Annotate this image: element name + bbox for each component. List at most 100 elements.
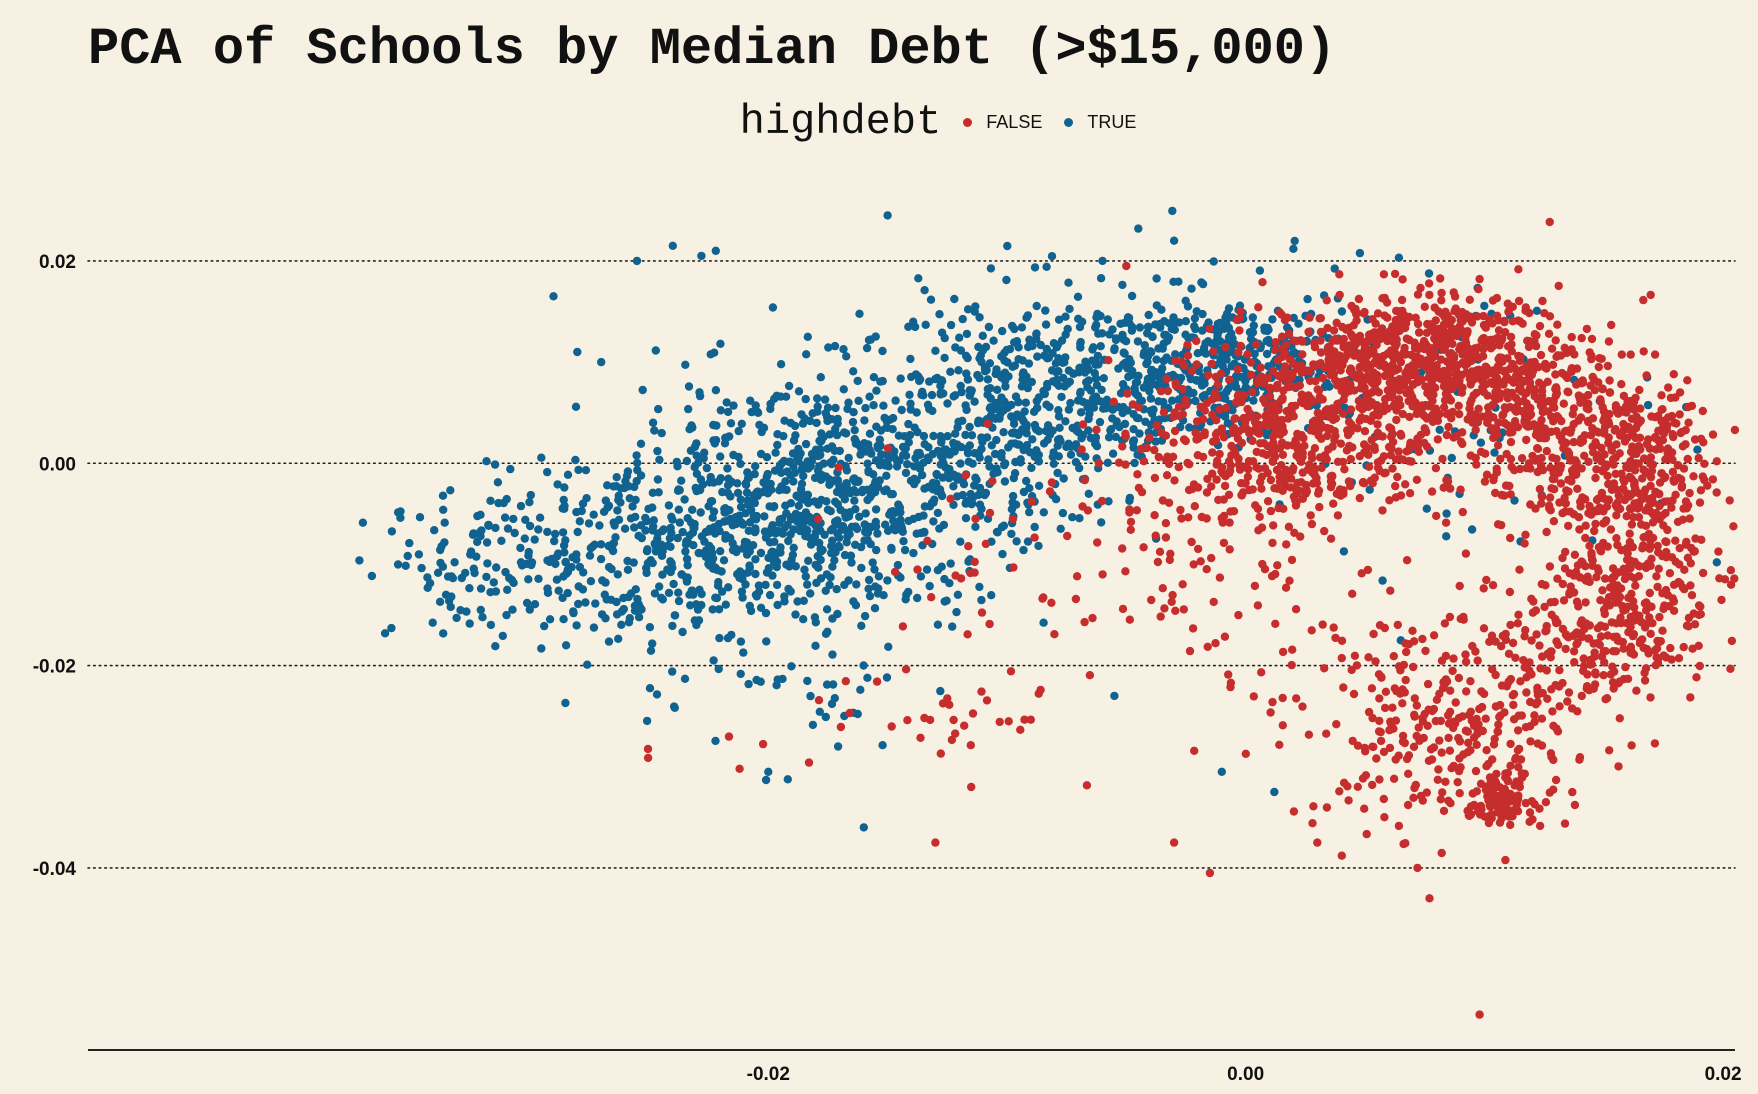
data-point-true — [951, 429, 960, 438]
data-point-false — [1639, 533, 1648, 542]
data-point-true — [1190, 314, 1200, 323]
data-point-false — [1497, 490, 1506, 500]
data-point-true — [939, 520, 949, 530]
data-point-false — [1323, 323, 1332, 333]
data-point-true — [540, 621, 549, 631]
data-point-false — [1391, 493, 1401, 502]
data-point-false — [1207, 359, 1217, 369]
data-point-true — [978, 437, 987, 447]
data-point-true — [1191, 324, 1200, 334]
data-point-false — [1433, 435, 1443, 444]
data-point-false — [1552, 463, 1562, 472]
data-point-true — [612, 610, 622, 619]
data-point-false — [1180, 361, 1189, 371]
data-point-true — [826, 573, 835, 582]
data-point-true — [1034, 427, 1044, 436]
data-point-false — [1466, 451, 1476, 460]
data-point-false — [1449, 654, 1458, 663]
data-point-false — [1390, 348, 1400, 358]
data-point-true — [865, 445, 874, 454]
data-point-false — [1259, 379, 1269, 388]
data-point-true — [452, 613, 461, 623]
data-point-false — [1552, 724, 1561, 733]
data-point-false — [1463, 727, 1473, 736]
data-point-false — [1481, 449, 1490, 458]
data-point-true — [1008, 321, 1017, 331]
data-point-false — [1708, 430, 1718, 439]
data-point-true — [975, 354, 984, 363]
data-point-true — [469, 529, 478, 538]
data-point-true — [817, 436, 826, 445]
data-point-true — [1121, 405, 1130, 414]
data-point-true — [1152, 274, 1161, 283]
data-point-false — [1412, 701, 1422, 710]
data-point-false — [1373, 420, 1382, 429]
data-point-false — [1268, 697, 1277, 707]
data-point-false — [1640, 668, 1649, 678]
data-point-false — [1332, 318, 1341, 327]
data-point-false — [1488, 400, 1497, 410]
data-point-true — [1337, 307, 1347, 316]
data-point-true — [889, 453, 899, 462]
data-point-true — [1191, 396, 1200, 406]
data-point-false — [1712, 457, 1722, 466]
data-point-false — [1452, 431, 1461, 441]
data-point-true — [955, 333, 964, 342]
data-point-true — [430, 526, 439, 535]
data-point-true — [1017, 382, 1027, 391]
data-point-false — [1673, 517, 1683, 527]
data-point-false — [1104, 356, 1113, 365]
data-point-false — [1202, 488, 1212, 497]
data-point-true — [925, 581, 934, 591]
data-point-true — [768, 521, 777, 530]
data-point-true — [1014, 343, 1023, 352]
data-point-true — [961, 351, 971, 360]
data-point-false — [1570, 800, 1580, 810]
data-point-false — [1330, 436, 1339, 445]
data-point-false — [1588, 372, 1597, 382]
data-point-true — [711, 386, 721, 395]
data-point-true — [648, 503, 657, 512]
data-point-false — [1178, 410, 1188, 419]
data-point-false — [1409, 637, 1419, 646]
data-point-false — [1576, 502, 1585, 511]
data-point-false — [1271, 422, 1280, 431]
data-point-true — [906, 399, 915, 408]
data-point-false — [1694, 610, 1704, 620]
data-point-true — [415, 513, 425, 522]
data-point-false — [1473, 724, 1482, 733]
data-point-false — [1495, 700, 1505, 710]
data-point-true — [797, 479, 807, 488]
data-point-true — [476, 584, 486, 593]
data-point-true — [482, 457, 491, 466]
data-point-true — [680, 495, 689, 504]
data-point-false — [1572, 628, 1582, 637]
data-point-true — [811, 521, 820, 530]
data-point-false — [1404, 456, 1414, 466]
data-point-true — [785, 457, 795, 466]
data-point-false — [1664, 383, 1673, 392]
data-point-true — [881, 461, 890, 470]
data-point-true — [756, 677, 765, 686]
data-point-true — [892, 462, 902, 471]
data-point-true — [789, 436, 799, 445]
data-point-true — [813, 402, 822, 411]
data-point-true — [1643, 400, 1653, 410]
data-point-false — [1383, 386, 1393, 395]
data-point-true — [1075, 322, 1085, 332]
data-point-false — [1369, 629, 1378, 639]
data-point-true — [817, 429, 826, 438]
data-point-false — [1550, 485, 1559, 494]
data-point-true — [648, 558, 657, 568]
data-point-true — [946, 367, 955, 376]
data-point-true — [857, 621, 866, 630]
data-point-false — [1437, 296, 1446, 305]
data-point-false — [1466, 677, 1475, 686]
data-point-true — [803, 490, 813, 499]
data-point-false — [1551, 370, 1560, 379]
data-point-false — [1504, 649, 1514, 658]
data-point-false — [1497, 800, 1506, 810]
data-point-false — [1370, 358, 1379, 367]
data-point-false — [1531, 700, 1541, 709]
